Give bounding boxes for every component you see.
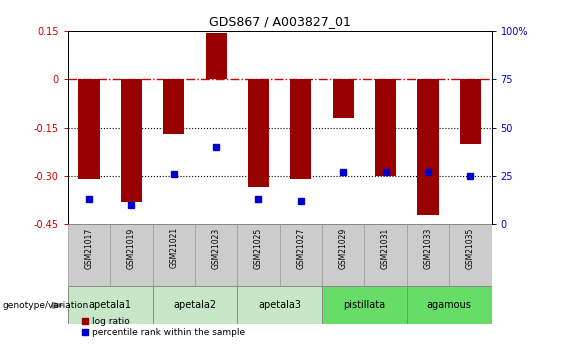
Bar (79, 79, 99, 179)
Title: GDS867 / A003827_01: GDS867 / A003827_01 (208, 16, 351, 29)
Bar (195, 224, 237, 286)
Bar (163, 79, 184, 134)
Bar (407, 224, 449, 286)
Bar (237, 224, 280, 286)
Bar (322, 286, 407, 324)
Text: GSM21029: GSM21029 (339, 227, 347, 269)
Bar (364, 224, 407, 286)
Bar (110, 224, 153, 286)
Bar (290, 79, 311, 179)
Text: apetala3: apetala3 (258, 300, 301, 310)
Text: GSM21027: GSM21027 (297, 227, 305, 269)
Text: apetala2: apetala2 (173, 300, 216, 310)
Text: agamous: agamous (427, 300, 472, 310)
Text: GSM21035: GSM21035 (466, 227, 475, 269)
Bar (68, 286, 153, 324)
Bar (121, 79, 142, 202)
Text: GSM21023: GSM21023 (212, 227, 220, 269)
Bar (237, 286, 322, 324)
Text: genotype/variation: genotype/variation (3, 301, 89, 310)
Bar (206, 33, 227, 79)
Text: pistillata: pistillata (344, 300, 385, 310)
Text: GSM21019: GSM21019 (127, 227, 136, 269)
Text: GSM21031: GSM21031 (381, 227, 390, 269)
Text: GSM21021: GSM21021 (170, 227, 178, 268)
Text: GSM21017: GSM21017 (85, 227, 93, 269)
Legend: log ratio, percentile rank within the sample: log ratio, percentile rank within the sa… (78, 314, 249, 341)
Bar (153, 286, 237, 324)
Bar (248, 79, 269, 187)
Bar (460, 79, 481, 144)
Bar (418, 79, 438, 215)
Bar (333, 79, 354, 118)
Bar (153, 224, 195, 286)
Bar (280, 224, 322, 286)
Bar (68, 224, 110, 286)
Text: apetala1: apetala1 (89, 300, 132, 310)
Text: GSM21025: GSM21025 (254, 227, 263, 269)
Bar (375, 79, 396, 176)
Text: GSM21033: GSM21033 (424, 227, 432, 269)
Bar (449, 224, 492, 286)
Bar (407, 286, 492, 324)
Bar (322, 224, 364, 286)
